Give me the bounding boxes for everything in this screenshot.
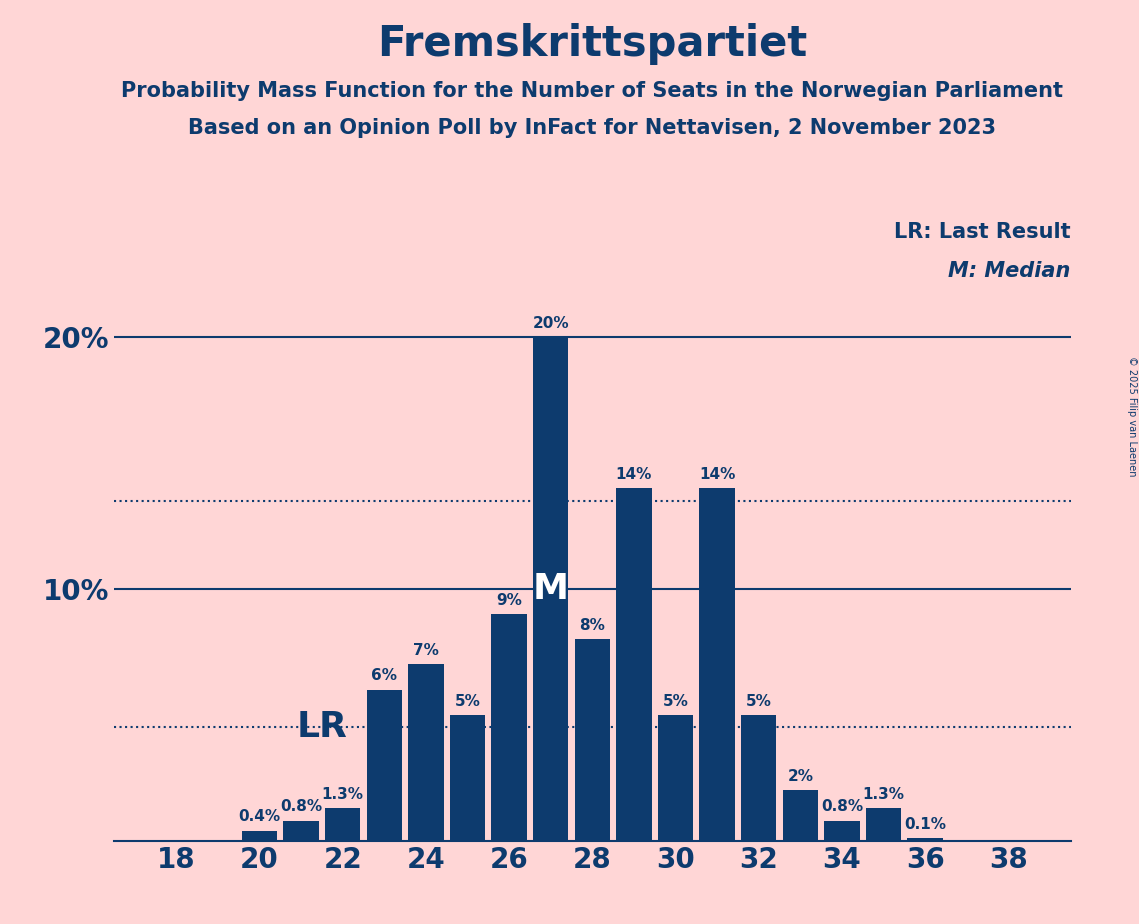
- Text: 14%: 14%: [699, 467, 736, 481]
- Bar: [741, 715, 777, 841]
- Text: M: Median: M: Median: [949, 261, 1071, 281]
- Bar: [908, 838, 943, 841]
- Text: 7%: 7%: [413, 643, 439, 658]
- Bar: [825, 821, 860, 841]
- Bar: [866, 808, 901, 841]
- Bar: [325, 808, 360, 841]
- Text: 5%: 5%: [746, 694, 771, 709]
- Bar: [616, 488, 652, 841]
- Text: 5%: 5%: [454, 694, 481, 709]
- Bar: [658, 715, 694, 841]
- Text: Probability Mass Function for the Number of Seats in the Norwegian Parliament: Probability Mass Function for the Number…: [121, 81, 1064, 102]
- Text: M: M: [533, 572, 568, 606]
- Bar: [574, 639, 611, 841]
- Bar: [408, 664, 443, 841]
- Text: Fremskrittspartiet: Fremskrittspartiet: [377, 23, 808, 65]
- Text: 6%: 6%: [371, 668, 398, 684]
- Bar: [450, 715, 485, 841]
- Text: 0.1%: 0.1%: [904, 817, 947, 832]
- Text: 0.8%: 0.8%: [280, 799, 322, 814]
- Bar: [367, 689, 402, 841]
- Text: 1.3%: 1.3%: [321, 786, 363, 802]
- Text: 2%: 2%: [787, 769, 813, 784]
- Text: © 2025 Filip van Laenen: © 2025 Filip van Laenen: [1126, 356, 1137, 476]
- Text: 14%: 14%: [616, 467, 652, 481]
- Bar: [699, 488, 735, 841]
- Text: 20%: 20%: [532, 315, 570, 331]
- Text: LR: Last Result: LR: Last Result: [894, 222, 1071, 242]
- Bar: [533, 337, 568, 841]
- Bar: [491, 614, 526, 841]
- Bar: [284, 821, 319, 841]
- Text: 1.3%: 1.3%: [862, 786, 904, 802]
- Text: Based on an Opinion Poll by InFact for Nettavisen, 2 November 2023: Based on an Opinion Poll by InFact for N…: [188, 118, 997, 139]
- Text: 0.4%: 0.4%: [238, 809, 280, 824]
- Text: 0.8%: 0.8%: [821, 799, 863, 814]
- Text: 8%: 8%: [580, 618, 605, 633]
- Text: 5%: 5%: [663, 694, 688, 709]
- Text: LR: LR: [296, 711, 347, 745]
- Bar: [782, 790, 818, 841]
- Text: 9%: 9%: [497, 592, 522, 608]
- Bar: [241, 831, 277, 841]
